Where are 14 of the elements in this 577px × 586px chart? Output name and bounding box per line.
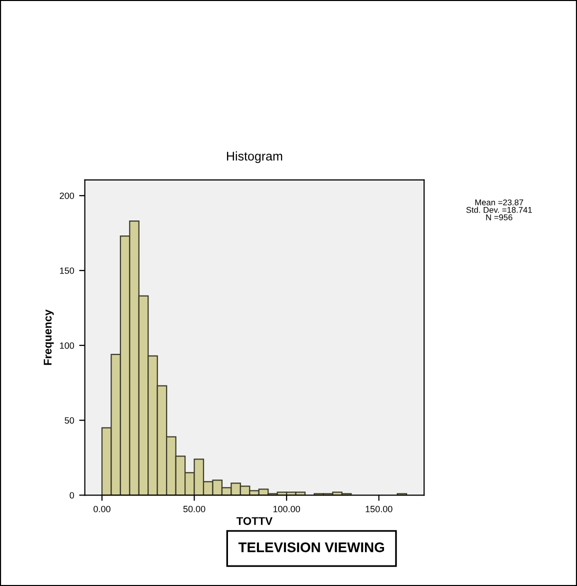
x-tick-label: 150.00 [366,506,392,512]
text: Mean =23.87 Std. Dev. =18.741 N =956 [466,199,532,220]
y-tick-label: 0 [70,492,74,499]
x-tick-label: 0.00 [94,506,110,512]
text: TELEVISION VIEWING [238,542,384,552]
y-tick-label: 200 [60,192,74,199]
y-axis-title: Frequency [44,310,54,365]
x-tick-label: 100.00 [273,506,300,512]
y-tick-label: 150 [60,267,74,274]
chart-title: Histogram [227,151,282,164]
x-tick-label: 50.00 [183,506,206,512]
x-axis-title: TOTTV [236,517,272,525]
y-tick-label: 50 [64,417,74,424]
y-tick-label: 100 [60,342,74,349]
